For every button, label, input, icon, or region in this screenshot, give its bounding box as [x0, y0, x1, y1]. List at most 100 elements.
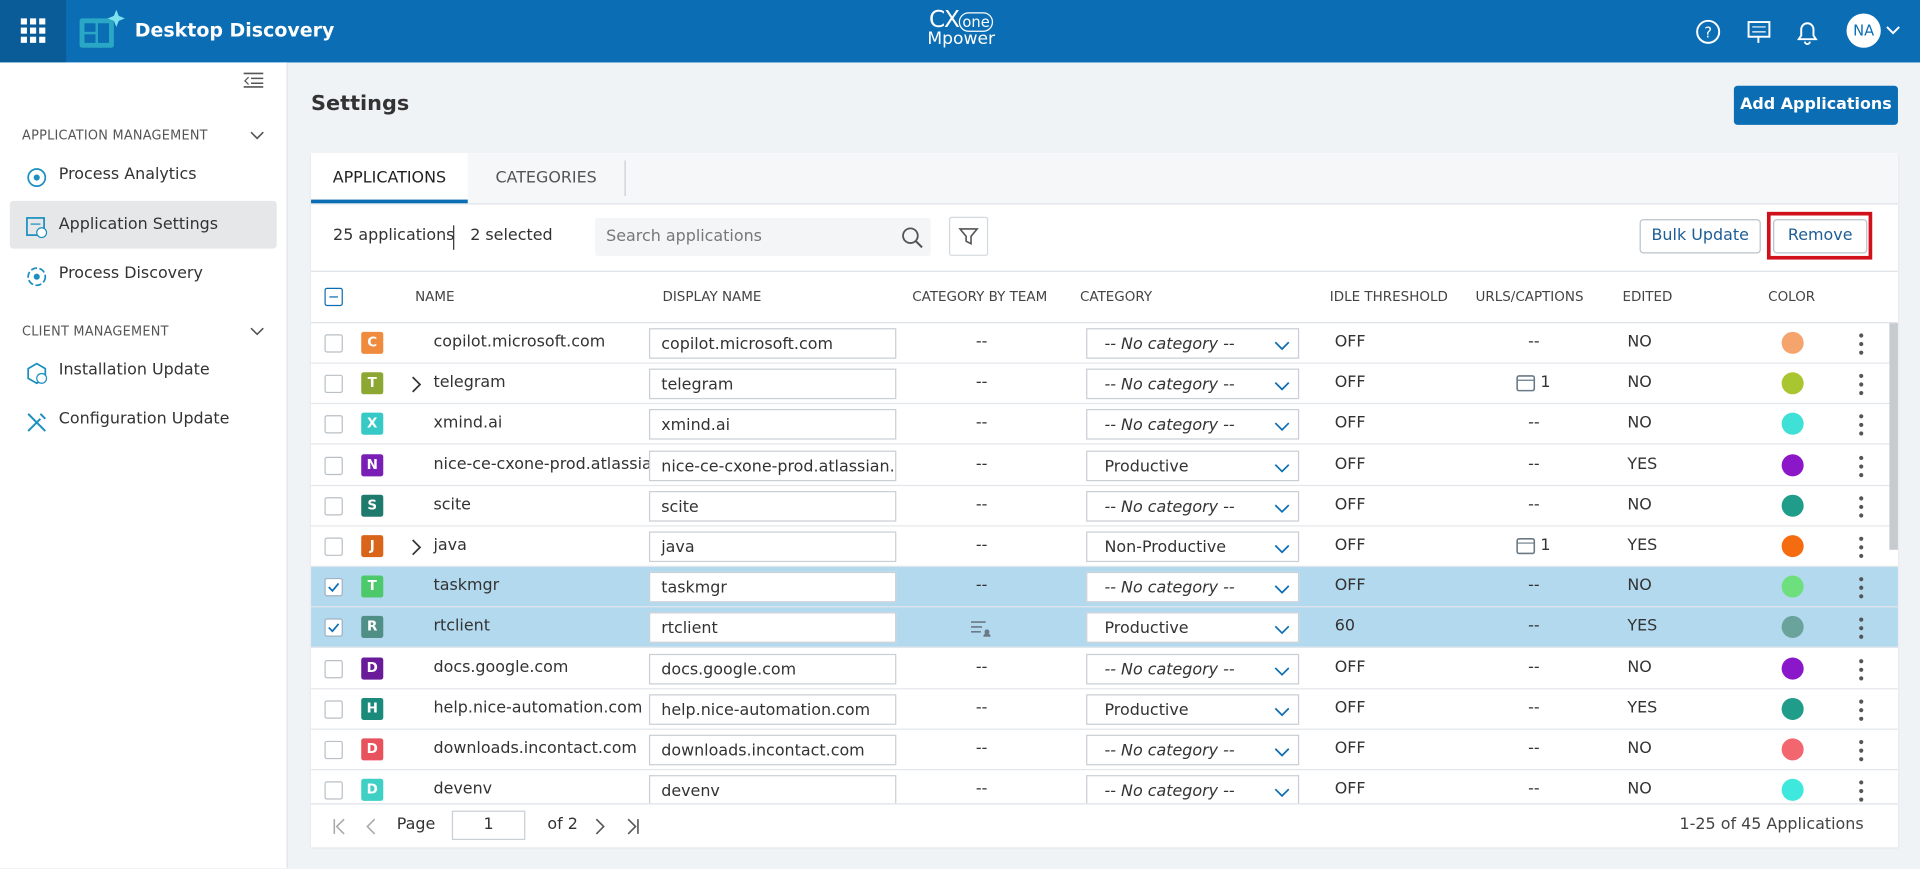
first-prev-icons[interactable] [331, 817, 404, 837]
row-checkbox[interactable] [324, 374, 343, 394]
filter-button[interactable] [948, 216, 989, 256]
color-swatch[interactable] [1781, 413, 1804, 436]
row-checkbox[interactable] [324, 334, 343, 353]
category-select[interactable]: Productive [1086, 694, 1300, 725]
color-swatch[interactable] [1781, 779, 1804, 802]
category-select[interactable]: -- No category -- [1086, 490, 1300, 522]
row-checkbox[interactable] [324, 456, 343, 475]
category-select[interactable]: -- No category -- [1086, 409, 1300, 441]
color-swatch[interactable] [1781, 657, 1804, 680]
select-chevron [1273, 501, 1290, 519]
color-swatch[interactable] [1781, 697, 1804, 720]
row-checkbox[interactable] [324, 578, 343, 597]
category-select[interactable]: -- No category -- [1086, 368, 1300, 400]
icon-part [27, 168, 47, 187]
category-select[interactable]: Non-Productive [1086, 531, 1300, 563]
display-name-input[interactable]: copilot.microsoft.com [648, 328, 897, 359]
icon-part [328, 583, 340, 593]
edited: YES [1627, 455, 1658, 474]
select-all-checkbox[interactable] [324, 287, 343, 307]
icon-part [1274, 748, 1290, 757]
category-select[interactable]: -- No category -- [1086, 775, 1300, 804]
color-swatch[interactable] [1781, 535, 1804, 558]
display-name-input[interactable]: rtclient [648, 612, 897, 644]
icon-part [1859, 496, 1864, 518]
nav-item[interactable]: Configuration Update [10, 396, 277, 444]
category-select[interactable]: -- No category -- [1086, 653, 1300, 684]
display-name-input[interactable]: help.nice-automation.com [648, 694, 897, 725]
display-name-input[interactable]: nice-ce-cxone-prod.atlassian.net [648, 450, 897, 481]
color-swatch[interactable] [1781, 575, 1804, 598]
icon-part [1859, 577, 1864, 582]
nav-item[interactable]: Application Settings [9, 200, 277, 248]
row-menu [1858, 454, 1865, 483]
color-swatch[interactable] [1781, 738, 1804, 761]
nav-icon [24, 357, 48, 405]
icon-part [1859, 577, 1864, 599]
icon-part [1859, 536, 1864, 541]
avatar[interactable]: NA [1846, 13, 1881, 48]
select-chevron [1273, 582, 1290, 600]
display-name-input[interactable]: xmind.ai [648, 409, 897, 441]
row-checkbox[interactable] [324, 415, 343, 434]
page-input[interactable]: 1 [451, 810, 526, 841]
tab[interactable]: APPLICATIONS [311, 153, 468, 204]
category-select[interactable]: Productive [1086, 612, 1300, 644]
bulk-update-button[interactable]: Bulk Update [1639, 219, 1761, 254]
row-checkbox[interactable] [324, 496, 343, 516]
search-box[interactable]: Search applications [595, 217, 931, 256]
collapse-icon[interactable] [242, 71, 264, 88]
next-last-icons[interactable] [593, 817, 642, 837]
row-checkbox[interactable] [324, 740, 343, 760]
nav-item[interactable]: Installation Update [10, 346, 277, 394]
category-select[interactable]: -- No category -- [1086, 328, 1300, 359]
idle-threshold: OFF [1334, 780, 1366, 799]
tab[interactable]: CATEGORIES [495, 168, 597, 188]
color-swatch[interactable] [1781, 331, 1804, 354]
display-name-input[interactable]: taskmgr [648, 572, 897, 603]
row-checkbox[interactable] [324, 537, 343, 556]
display-name-input[interactable]: scite [648, 490, 897, 522]
color-swatch[interactable] [1781, 453, 1804, 476]
color-swatch[interactable] [1781, 616, 1804, 639]
nav-item[interactable]: Process Discovery [10, 250, 277, 298]
search-placeholder: Search applications [606, 227, 762, 247]
display-name-input[interactable]: downloads.incontact.com [648, 734, 897, 766]
category-select[interactable]: Productive [1086, 450, 1300, 481]
row-checkbox[interactable] [324, 781, 343, 800]
icon-part [1274, 788, 1290, 798]
display-name-input[interactable]: java [648, 531, 897, 563]
nav-item[interactable]: Process Analytics [10, 151, 277, 199]
row-checkbox[interactable] [324, 618, 343, 638]
icon-part [1859, 658, 1864, 663]
add-applications-button[interactable]: Add Applications [1733, 85, 1898, 125]
display-name-input[interactable]: telegram [648, 368, 897, 400]
row-menu [1858, 738, 1865, 767]
display-name-input[interactable]: docs.google.com [648, 653, 897, 684]
category-select[interactable]: -- No category -- [1086, 572, 1300, 603]
category-select[interactable]: -- No category -- [1086, 734, 1300, 766]
icon-part [1274, 626, 1290, 635]
display-name-input[interactable]: devenv [648, 775, 897, 804]
select-chevron [1273, 744, 1290, 762]
row-checkbox[interactable] [324, 700, 343, 719]
remove-button[interactable]: Remove [1773, 219, 1868, 254]
app-name: nice-ce-cxone-prod.atlassia... [433, 455, 667, 474]
icon-part [1516, 375, 1536, 392]
row-checkbox[interactable] [324, 659, 343, 678]
app-launcher[interactable] [0, 0, 67, 63]
color-swatch[interactable] [1781, 494, 1804, 517]
color-swatch[interactable] [1781, 372, 1804, 395]
